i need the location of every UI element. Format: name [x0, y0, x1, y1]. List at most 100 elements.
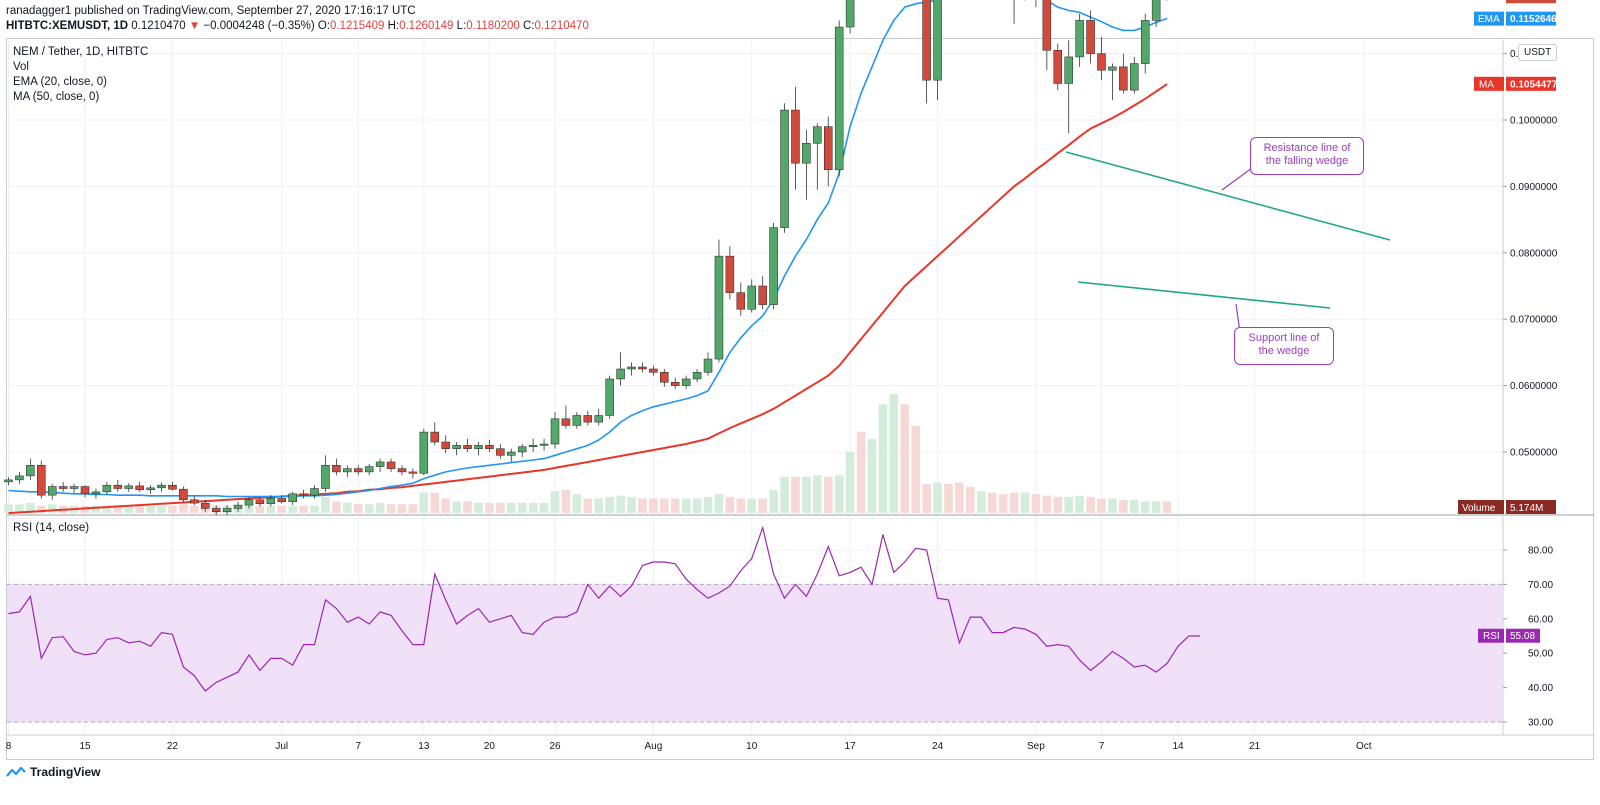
resistance-callout: Resistance line of the falling wedge [1250, 137, 1364, 175]
candle-body [441, 441, 450, 449]
candle [1035, 0, 1037, 8]
rsi-tag-box [1478, 628, 1504, 643]
rsi-tick-label: 30.00 [1528, 718, 1553, 729]
volume-bar [878, 404, 888, 513]
volume-bar [660, 498, 669, 513]
volume-bar [616, 495, 625, 513]
candle-body [1130, 63, 1139, 91]
volume-bar [1031, 494, 1041, 513]
candle-body [135, 485, 144, 491]
volume-bar [966, 486, 975, 513]
candle [190, 495, 199, 506]
candle-body [37, 465, 46, 496]
volume-bar [802, 476, 811, 513]
candle [233, 501, 243, 512]
candle-body [616, 368, 625, 380]
time-tick-label: 20 [484, 741, 496, 752]
candle-body [834, 26, 844, 171]
candle [463, 438, 472, 452]
volume-bar [310, 505, 319, 513]
candle [408, 468, 418, 479]
volume-bar [485, 502, 494, 513]
volume-bar [1151, 501, 1161, 513]
candle-body [321, 465, 330, 489]
price-tick-label: 0.0600000 [1510, 381, 1558, 392]
volume-bar [758, 498, 767, 513]
time-tick-label: 24 [932, 741, 944, 752]
volume-bar [15, 504, 24, 513]
tradingview-logo[interactable]: TradingView [6, 765, 100, 779]
volume-bar [703, 497, 713, 513]
volume-bar [47, 504, 57, 513]
volume-bar [791, 476, 800, 513]
candle-body [594, 415, 603, 423]
candle [1151, 0, 1161, 28]
volume-bar [277, 505, 287, 513]
candle-body [430, 431, 440, 443]
ema-value-tag-box [1506, 11, 1556, 26]
resistance-callout-pointer [1221, 167, 1253, 191]
candle-body [539, 443, 549, 446]
candle-body [1053, 50, 1063, 84]
volume-bar [288, 505, 297, 513]
candle [299, 489, 308, 499]
candle [354, 465, 363, 476]
candle-body [80, 486, 90, 495]
volume-bar [922, 484, 931, 513]
volume-tag-box [1458, 500, 1504, 514]
candle [528, 438, 538, 452]
candle-body [845, 0, 855, 28]
candle-body [288, 493, 297, 503]
ma-tag-text: MA [1479, 79, 1494, 90]
volume-bar [1042, 495, 1052, 513]
volume-bar [987, 492, 997, 513]
volume-bar [572, 494, 582, 513]
candle-body [266, 498, 276, 505]
volume-bar [823, 476, 833, 513]
volume-bar [321, 497, 330, 513]
volume-bar [725, 497, 735, 513]
candle-body [933, 0, 942, 81]
candle [517, 444, 527, 458]
candle [583, 410, 593, 426]
candle-body [222, 508, 232, 513]
candle-body [102, 484, 112, 493]
candle [91, 488, 101, 499]
ma-value-tag-text: 0.1054477 [1510, 79, 1558, 90]
volume-bar [1140, 501, 1150, 513]
volume-bar [179, 504, 188, 513]
candle-body [397, 468, 407, 473]
volume-bar [1129, 499, 1139, 513]
candle [1053, 43, 1063, 91]
high-value: 0.1260149 [399, 20, 454, 32]
candle [69, 483, 79, 494]
volume-bar [976, 491, 986, 513]
candle [1119, 53, 1128, 94]
last-price: 0.1210470 [131, 20, 186, 32]
candle-body [572, 415, 582, 426]
volume-bar [386, 504, 396, 513]
candle [15, 471, 24, 484]
time-tick-label: 7 [1099, 741, 1105, 752]
legend-ma: MA (50, close, 0) [13, 91, 100, 103]
ema-value-tag-text: 0.1152646 [1510, 14, 1557, 25]
candle-body [58, 486, 68, 489]
price-tick-label: 0.1000000 [1510, 116, 1558, 127]
volume-bar [900, 404, 910, 513]
currency-button[interactable]: USDT [1518, 44, 1558, 61]
volume-bar [190, 505, 199, 513]
candle-body [769, 227, 778, 305]
candle [343, 465, 352, 478]
candle [594, 408, 603, 426]
legend-title: NEM / Tether, 1D, HITBTC [13, 46, 149, 58]
candle-body [452, 445, 461, 449]
volume-bar [4, 504, 13, 513]
candle-body [517, 446, 527, 453]
candle-body [255, 499, 265, 505]
candle [179, 486, 188, 502]
volume-value-box [1506, 500, 1556, 514]
chart-frame [6, 38, 1594, 760]
candle-body [364, 466, 374, 473]
candle-body [200, 502, 210, 509]
